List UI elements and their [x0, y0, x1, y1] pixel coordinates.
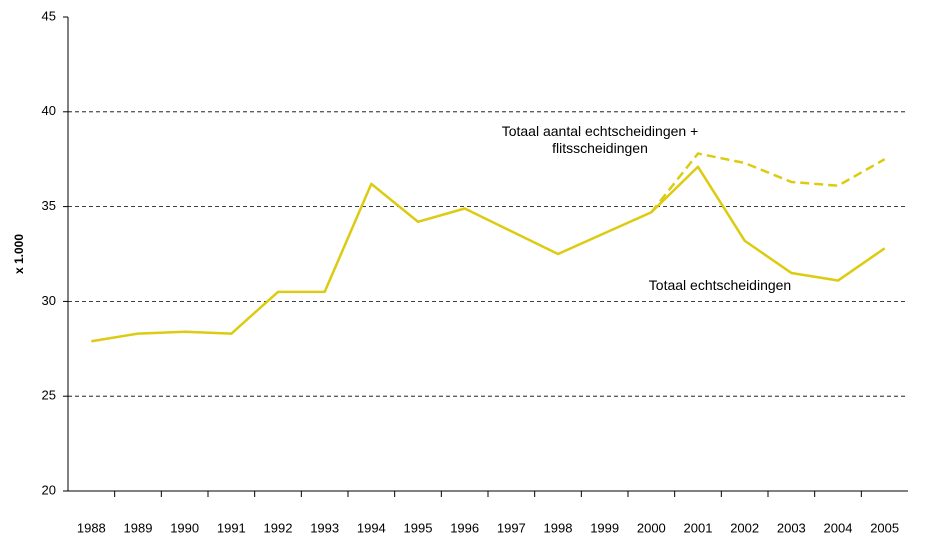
- x-tick-label: 2004: [824, 520, 853, 535]
- x-tick-label: 1995: [404, 520, 433, 535]
- x-tick-label: 2005: [870, 520, 899, 535]
- y-tick-label: 20: [42, 482, 56, 497]
- x-tick-label: 2000: [637, 520, 666, 535]
- y-tick-label: 40: [42, 103, 56, 118]
- y-tick-label: 35: [42, 198, 56, 213]
- x-tick-label: 1999: [590, 520, 619, 535]
- x-tick-label: 1998: [544, 520, 573, 535]
- series-label: Totaal aantal echtscheidingen + flitssch…: [501, 123, 699, 156]
- x-tick-label: 1990: [170, 520, 199, 535]
- x-tick-label: 1997: [497, 520, 526, 535]
- x-tick-label: 2003: [777, 520, 806, 535]
- x-tick-label: 1989: [124, 520, 153, 535]
- y-axis-label: x 1.000: [12, 234, 26, 274]
- series-label: Totaal echtscheidingen: [648, 277, 792, 293]
- x-tick-label: 1993: [310, 520, 339, 535]
- line-series: [91, 165, 886, 343]
- x-tick-label: 1996: [450, 520, 479, 535]
- y-tick-label: 25: [42, 388, 56, 403]
- y-tick-label: 45: [42, 8, 56, 23]
- x-tick-label: 1991: [217, 520, 246, 535]
- line-series: [650, 152, 886, 214]
- x-tick-label: 2001: [684, 520, 713, 535]
- x-tick-label: 1988: [77, 520, 106, 535]
- x-tick-label: 1994: [357, 520, 386, 535]
- x-tick-label: 2002: [730, 520, 759, 535]
- y-tick-label: 30: [42, 293, 56, 308]
- x-tick-label: 1992: [264, 520, 293, 535]
